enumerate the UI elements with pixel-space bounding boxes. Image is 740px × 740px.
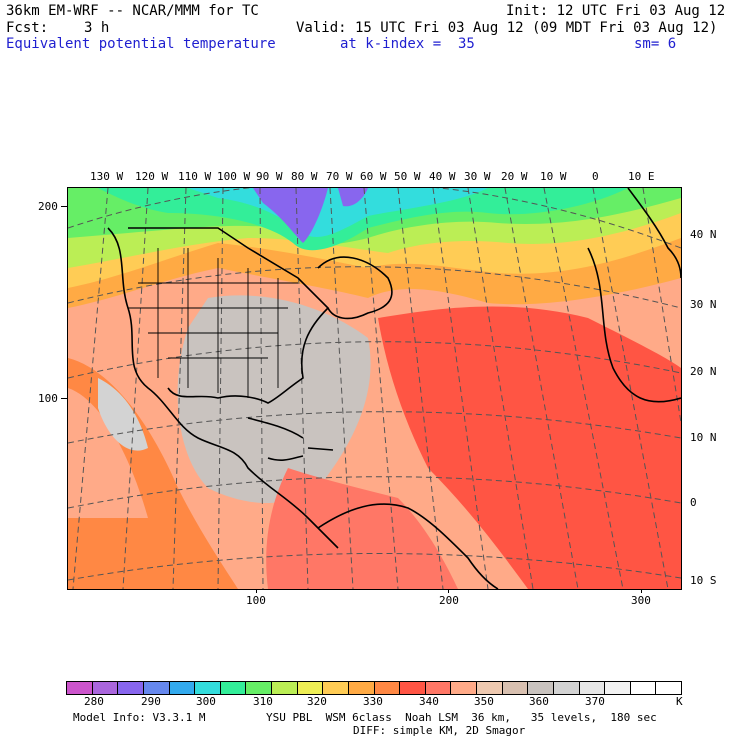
colorbar-swatch — [400, 682, 426, 694]
grid-y-label: 100 — [38, 392, 58, 405]
colorbar-label: 370 — [585, 695, 605, 708]
forecast-label: Fcst: — [6, 20, 49, 36]
colorbar-label: 360 — [529, 695, 549, 708]
colorbar-swatch — [579, 682, 606, 694]
lon-label: 90 W — [256, 170, 283, 183]
colorbar-swatch — [656, 682, 681, 694]
lon-label: 60 W — [360, 170, 387, 183]
colorbar-swatch — [92, 682, 119, 694]
colorbar-label: 300 — [196, 695, 216, 708]
grid-x-label: 300 — [631, 594, 651, 607]
colorbar-label: 290 — [141, 695, 161, 708]
lat-label: 10 N — [690, 431, 717, 444]
colorbar-swatch — [297, 682, 324, 694]
colorbar-swatch — [502, 682, 529, 694]
lon-label: 30 W — [464, 170, 491, 183]
shade-305 — [98, 188, 628, 251]
colorbar-swatch — [195, 682, 221, 694]
colorbar-swatch — [323, 682, 349, 694]
lon-label: 0 — [592, 170, 599, 183]
colorbar-swatch — [528, 682, 554, 694]
colorbar-swatch — [425, 682, 452, 694]
colorbar-swatch — [220, 682, 247, 694]
grid-x-tick — [256, 588, 257, 593]
grid-y-tick — [61, 398, 67, 399]
lon-label: 10 W — [540, 170, 567, 183]
shade-290b — [338, 188, 368, 207]
shade-345b — [266, 468, 458, 589]
lon-label: 80 W — [291, 170, 318, 183]
lat-label: 40 N — [690, 228, 717, 241]
colorbar-swatch — [348, 682, 375, 694]
colorbar-swatch — [374, 682, 401, 694]
physics-info: YSU PBL WSM 6class Noah LSM 36 km, 35 le… — [266, 711, 657, 724]
colorbar-label: 350 — [474, 695, 494, 708]
grid-y-label: 200 — [38, 200, 58, 213]
lon-label: 10 E — [628, 170, 655, 183]
colorbar-label: 340 — [419, 695, 439, 708]
valid-time: Valid: 15 UTC Fri 03 Aug 12 (09 MDT Fri … — [296, 20, 718, 36]
colorbar-swatch — [169, 682, 196, 694]
colorbar-swatch — [67, 682, 93, 694]
smoothing-info: sm= 6 — [634, 36, 677, 52]
model-title: 36km EM-WRF -- NCAR/MMM for TC — [6, 3, 259, 19]
grid-x-tick — [448, 588, 449, 593]
theta-e-map — [67, 187, 682, 590]
colorbar-swatch — [477, 682, 503, 694]
colorbar-swatch — [451, 682, 477, 694]
colorbar-swatch — [605, 682, 631, 694]
colorbar-swatch — [246, 682, 272, 694]
colorbar-swatch — [272, 682, 298, 694]
grid-x-label: 200 — [439, 594, 459, 607]
field-name: Equivalent potential temperature — [6, 36, 276, 52]
lat-label: 30 N — [690, 298, 717, 311]
lat-label: 0 — [690, 496, 697, 509]
diffusion-info: DIFF: simple KM, 2D Smagor — [353, 724, 526, 737]
colorbar-swatch — [553, 682, 580, 694]
shade-290 — [253, 188, 328, 243]
colorbar-swatch — [630, 682, 657, 694]
lon-label: 50 W — [394, 170, 421, 183]
colorbar-swatch — [143, 682, 170, 694]
init-time: Init: 12 UTC Fri 03 Aug 12 — [506, 3, 726, 19]
forecast-hour: 3 h — [84, 20, 110, 36]
colorbar-label: 280 — [84, 695, 104, 708]
lon-label: 130 W — [90, 170, 124, 183]
lon-label: 20 W — [501, 170, 528, 183]
colorbar — [66, 681, 682, 695]
lat-label: 10 S — [690, 574, 717, 587]
borders — [128, 248, 298, 398]
lat-label: 20 N — [690, 365, 717, 378]
level-info: at k-index = 35 — [340, 36, 475, 52]
colorbar-swatch — [118, 682, 144, 694]
lon-label: 100 W — [217, 170, 251, 183]
coastlines — [107, 188, 681, 589]
colorbar-label: 330 — [363, 695, 383, 708]
graticule — [68, 188, 681, 589]
grid-x-tick — [641, 588, 642, 593]
lon-label: 70 W — [326, 170, 353, 183]
shade-340 — [378, 306, 681, 589]
model-info: Model Info: V3.3.1 M — [73, 711, 206, 724]
grid-y-tick — [61, 206, 67, 207]
colorbar-label: 320 — [307, 695, 327, 708]
shade-365 — [98, 378, 148, 451]
lon-label: 40 W — [429, 170, 456, 183]
map-canvas — [68, 188, 681, 589]
colorbar-label: 310 — [253, 695, 273, 708]
grid-x-label: 100 — [246, 594, 266, 607]
colorbar-unit: K — [676, 695, 683, 708]
lon-label: 110 W — [178, 170, 212, 183]
lon-label: 120 W — [135, 170, 169, 183]
